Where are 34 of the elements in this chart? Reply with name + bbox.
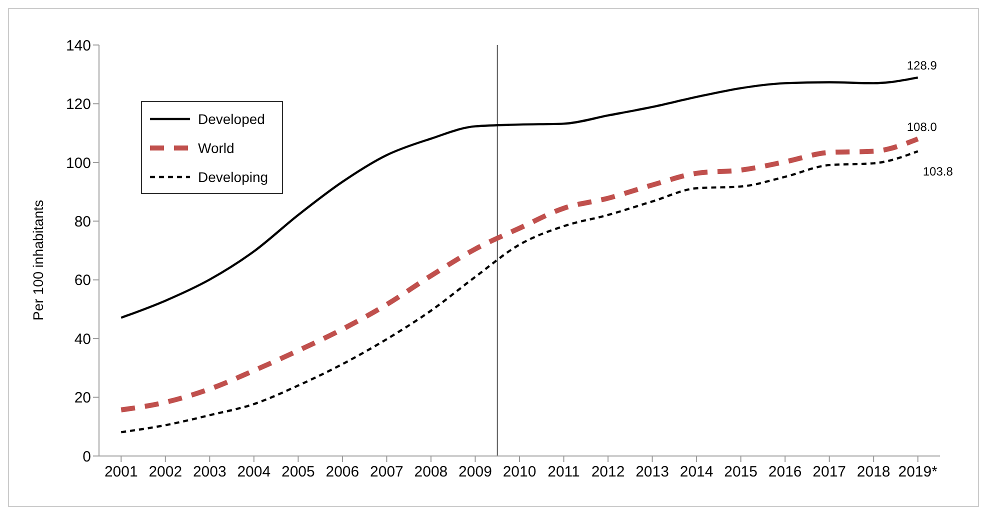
- y-tick-label: 140: [66, 37, 91, 54]
- legend-label: World: [198, 140, 234, 156]
- y-tick-label: 60: [74, 272, 91, 290]
- y-tick-label: 120: [66, 96, 91, 114]
- x-tick-label: 2001: [104, 464, 138, 481]
- x-tick-label: 2012: [591, 464, 625, 481]
- x-tick-label: 2006: [326, 464, 360, 481]
- x-tick-label: 2008: [414, 464, 448, 481]
- y-tick-label: 40: [74, 330, 91, 348]
- legend-label: Developing: [198, 168, 268, 184]
- x-tick-label: 2010: [502, 464, 536, 481]
- x-tick-label: 2004: [237, 464, 271, 481]
- y-axis-title: Per 100 inhabitants: [30, 200, 46, 320]
- legend-label: Developed: [198, 110, 265, 126]
- x-tick-label: 2018: [856, 464, 890, 481]
- x-tick-label: 2009: [458, 464, 492, 481]
- y-tick-label: 100: [66, 154, 91, 172]
- data-label: 108.0: [906, 120, 938, 134]
- x-tick-label: 2019*: [898, 464, 938, 481]
- y-tick-label: 20: [74, 390, 91, 407]
- x-tick-label: 2013: [636, 464, 669, 481]
- data-label: 103.8: [922, 164, 954, 178]
- x-tick-label: 2005: [281, 464, 315, 481]
- x-tick-label: 2002: [148, 464, 182, 481]
- data-label: 128.9: [906, 58, 938, 73]
- x-tick-label: 2015: [724, 464, 758, 481]
- x-tick-label: 2017: [812, 464, 846, 481]
- x-tick-label: 2016: [768, 464, 802, 481]
- x-tick-label: 2011: [548, 464, 580, 481]
- x-tick-label: 2003: [192, 464, 226, 481]
- y-tick-label: 80: [74, 213, 91, 230]
- x-tick-label: 2007: [370, 464, 404, 481]
- x-tick-label: 2014: [680, 464, 714, 481]
- y-tick-label: 0: [82, 448, 91, 466]
